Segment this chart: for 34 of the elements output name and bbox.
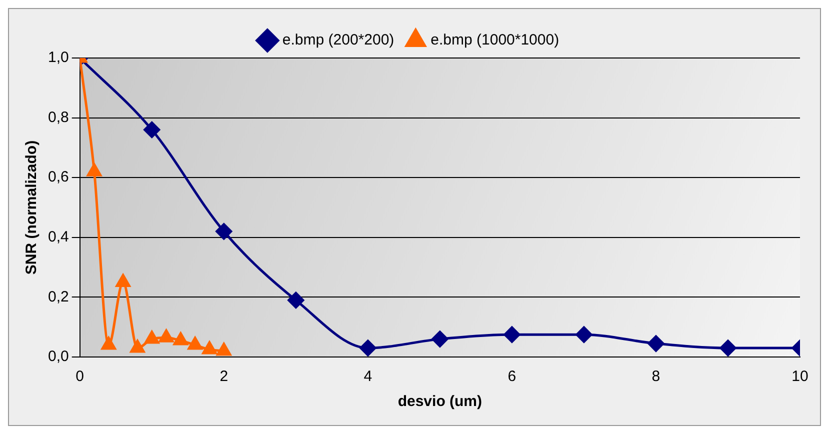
y-tick-label: 0,8 bbox=[48, 108, 69, 126]
point bbox=[432, 330, 448, 348]
y-tick-label: 1,0 bbox=[48, 49, 69, 66]
y-axis-title: SNR (normalizado) bbox=[23, 140, 40, 275]
point bbox=[101, 336, 116, 350]
point bbox=[216, 223, 232, 240]
y-tick-label: 0,0 bbox=[48, 348, 69, 366]
point bbox=[360, 340, 376, 356]
y-tick-label: 0,4 bbox=[48, 228, 69, 246]
point bbox=[130, 340, 145, 353]
point bbox=[202, 341, 217, 354]
point bbox=[288, 292, 304, 308]
point bbox=[144, 122, 160, 138]
point bbox=[144, 330, 160, 344]
x-tick-label: 2 bbox=[220, 368, 228, 386]
point bbox=[648, 335, 664, 352]
x-tick-label: 6 bbox=[508, 368, 516, 386]
point bbox=[216, 342, 232, 356]
legend-label: e.bmp (200*200) bbox=[282, 32, 394, 49]
point bbox=[576, 326, 592, 343]
point bbox=[720, 340, 736, 356]
point bbox=[158, 329, 174, 342]
legend-label: e.bmp (1000*1000) bbox=[430, 32, 560, 49]
x-axis-title: desvio (um) bbox=[398, 393, 482, 410]
x-tick-label: 10 bbox=[792, 368, 808, 386]
point bbox=[173, 332, 188, 346]
point bbox=[504, 326, 520, 343]
point bbox=[188, 336, 202, 350]
x-tick-label: 0 bbox=[76, 368, 84, 386]
x-tick-label: 8 bbox=[652, 368, 660, 386]
y-tick-label: 0,2 bbox=[48, 288, 69, 306]
y-tick-label: 0,6 bbox=[48, 168, 69, 186]
x-tick-label: 4 bbox=[364, 368, 372, 386]
point bbox=[116, 274, 130, 287]
